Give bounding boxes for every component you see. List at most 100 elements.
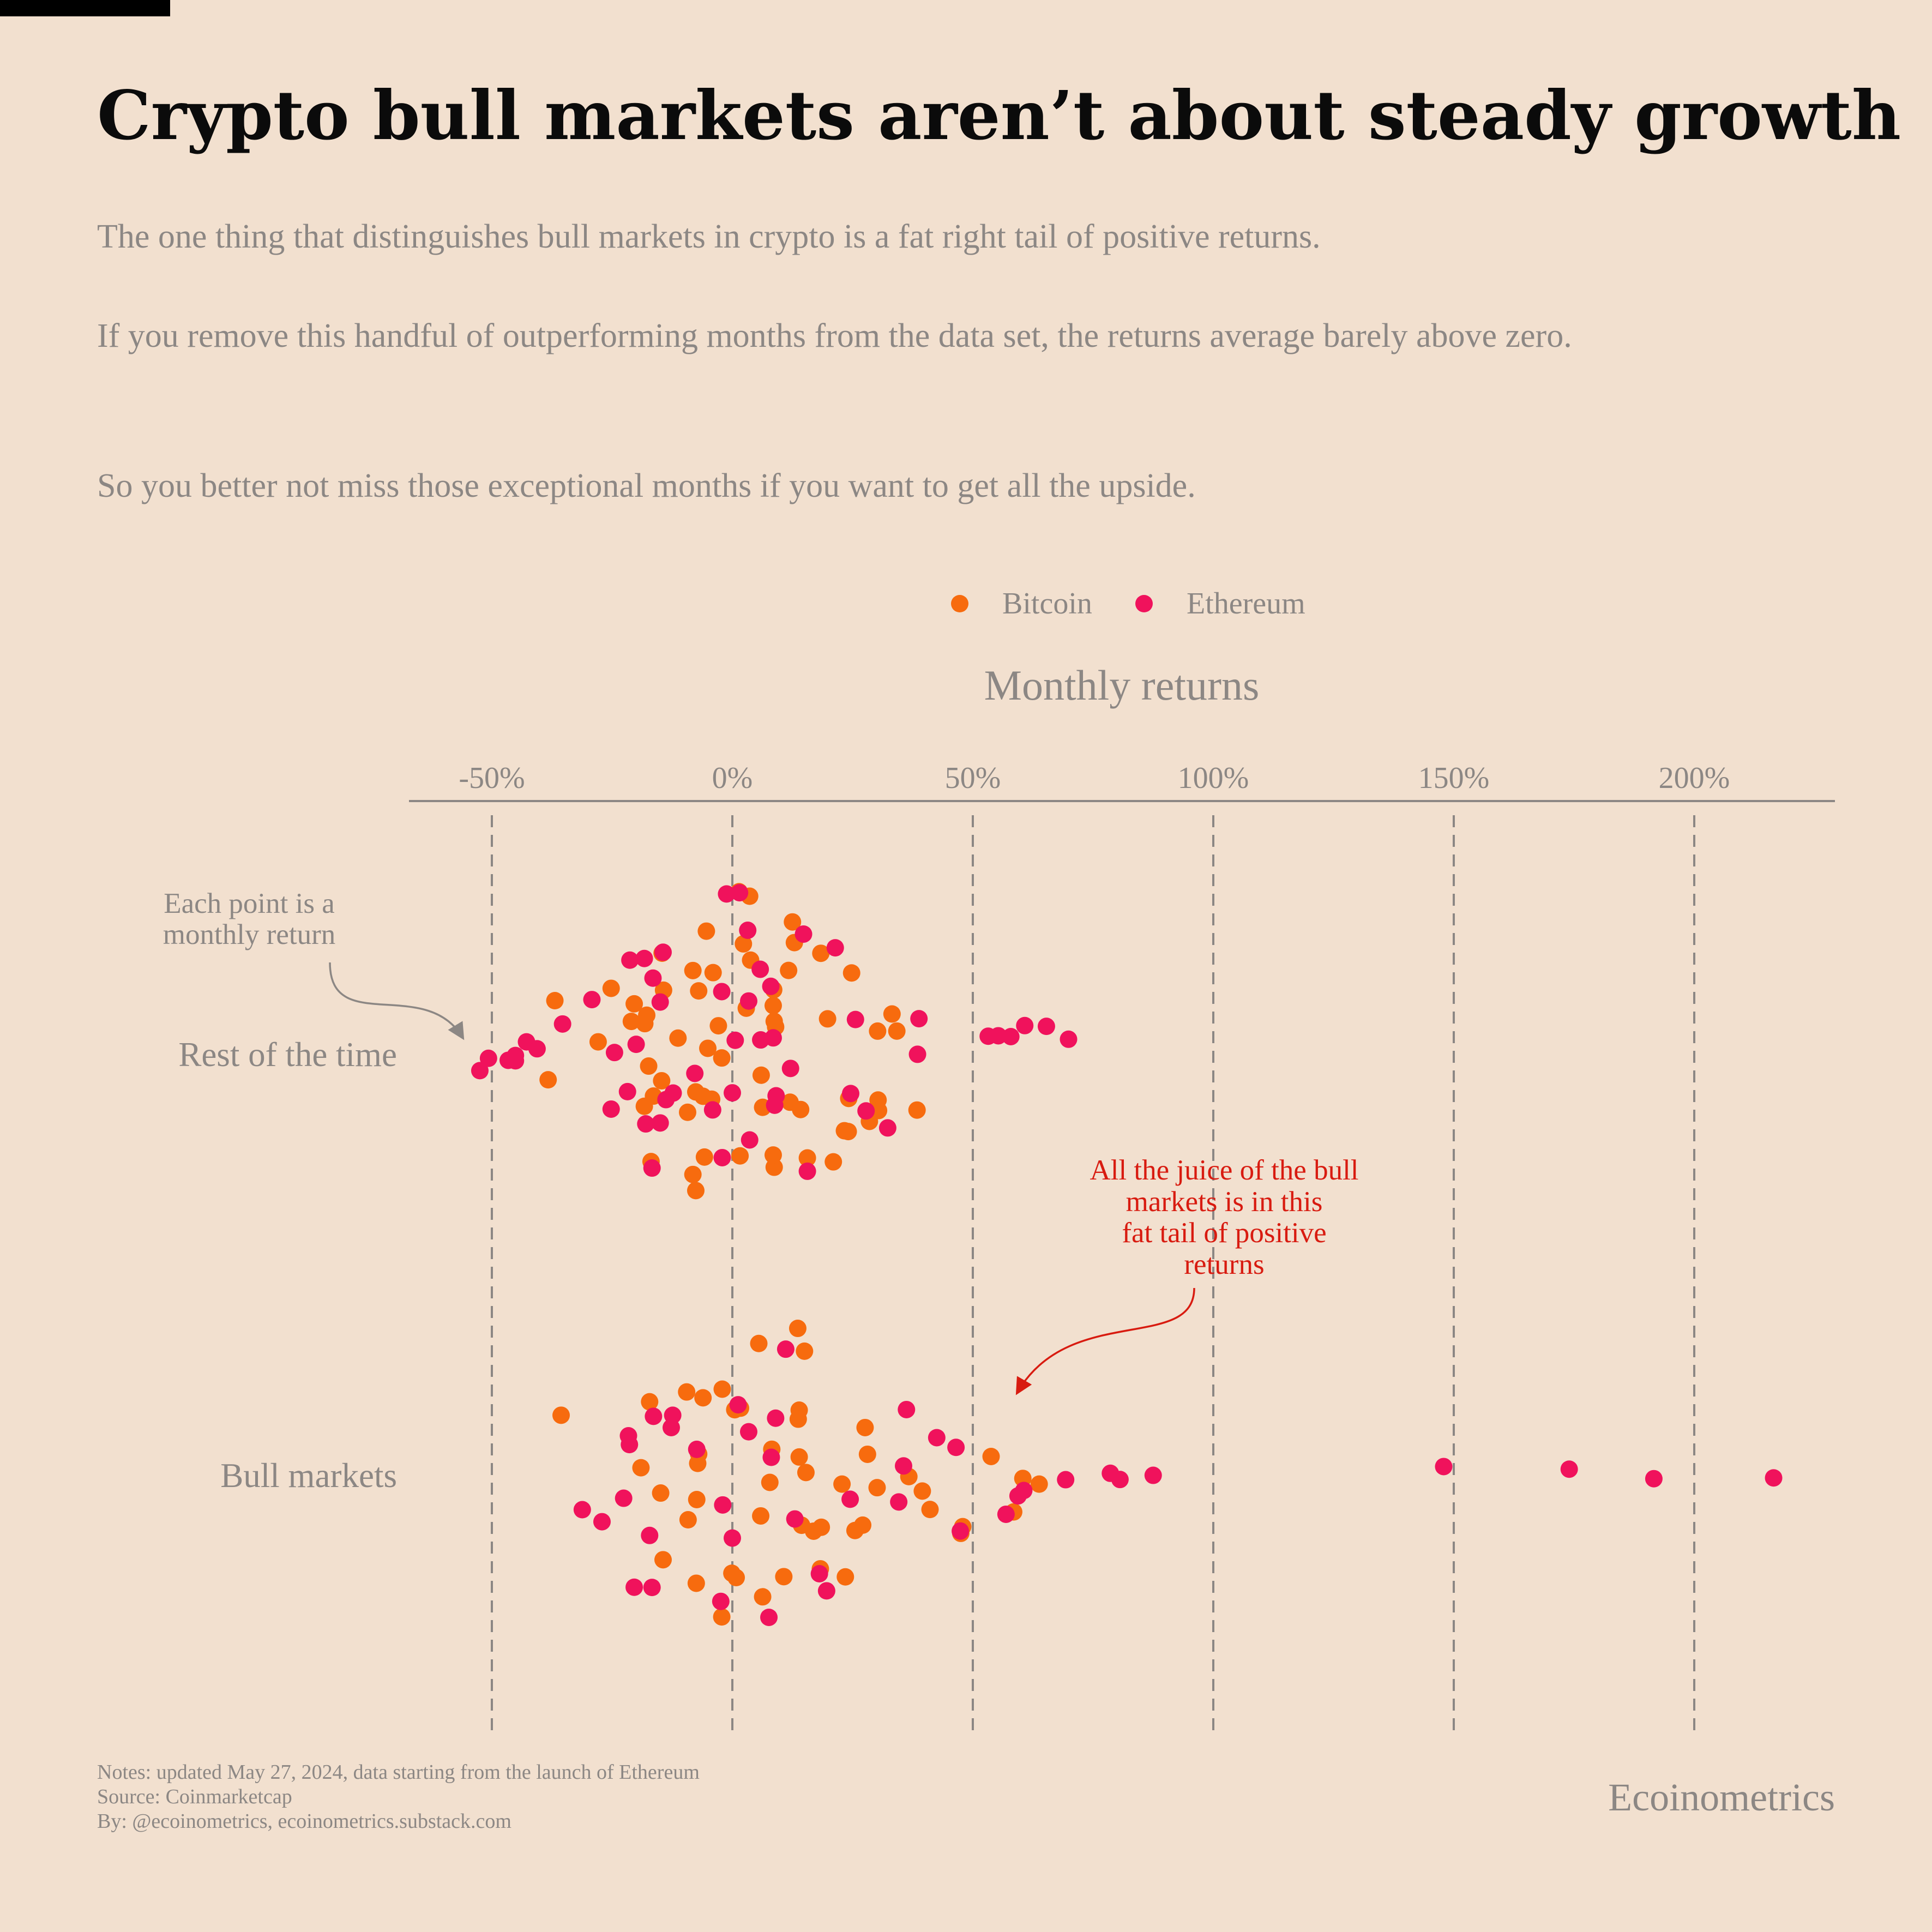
data-point-ethereum [841,1085,859,1103]
data-point-bitcoin [812,944,830,962]
data-point-ethereum [1645,1470,1663,1488]
data-point-ethereum [593,1513,611,1531]
data-point-ethereum [637,1115,655,1133]
data-point-bitcoin [869,1022,887,1040]
data-point-bitcoin [589,1033,607,1051]
data-point-ethereum [645,1407,663,1425]
data-point-ethereum [703,1101,721,1119]
data-point-bitcoin [764,997,782,1015]
data-point-bitcoin [699,1039,717,1057]
data-point-bitcoin [678,1383,696,1401]
data-point-bitcoin [552,1406,570,1424]
data-point-bitcoin [754,1588,772,1606]
data-point-bitcoin [632,1459,650,1477]
data-point-bitcoin [697,922,715,940]
data-point-bitcoin [654,1551,672,1569]
data-point-ethereum [1560,1460,1578,1478]
data-point-bitcoin [684,1165,702,1183]
data-point-ethereum [731,884,749,902]
data-point-bitcoin [761,1473,779,1491]
annotation-each-point: Each point is a monthly return [163,888,465,1040]
data-point-bitcoin [1030,1475,1048,1493]
data-point-bitcoin [805,1522,823,1540]
data-point-bitcoin [982,1447,1000,1465]
data-point-ethereum [826,939,844,957]
data-point-ethereum [762,1448,780,1466]
data-point-bitcoin [856,1418,874,1436]
data-point-bitcoin [546,992,564,1010]
data-point-ethereum [621,951,639,969]
data-point-ethereum [627,1036,645,1054]
data-point-bitcoin [921,1501,939,1519]
data-point-bitcoin [818,1010,836,1028]
data-point-ethereum [890,1493,908,1511]
data-point-ethereum [729,1396,747,1414]
x-tick-label: 50% [945,761,1001,795]
data-point-ethereum [1057,1471,1075,1489]
data-point-bitcoin [678,1103,696,1121]
data-point-ethereum [1037,1018,1055,1036]
x-tick-label: 100% [1178,761,1249,795]
data-point-bitcoin [913,1482,931,1500]
footer-source-line: Source: Coinmarketcap [97,1785,292,1808]
data-point-bitcoin [640,1057,658,1075]
data-point-bitcoin [868,1479,886,1497]
data-point-ethereum [724,1529,741,1547]
data-point-bitcoin [713,1380,731,1398]
data-point-ethereum [952,1522,970,1540]
data-point-ethereum [641,1526,659,1544]
data-point-ethereum [1016,1016,1034,1034]
data-point-bitcoin [625,995,643,1013]
footer-by-line: By: @ecoinometrics, ecoinometrics.substa… [97,1810,511,1833]
annotation-fat-tail-arrow [1015,1287,1195,1395]
data-point-ethereum [644,969,662,987]
data-point-bitcoin [688,1490,706,1508]
subtitle-paragraph-1: The one thing that distinguishes bull ma… [97,218,1321,255]
data-point-ethereum [810,1564,828,1582]
data-point-bitcoin [824,1153,842,1171]
data-point-ethereum [846,1010,864,1028]
data-point-ethereum [908,1045,926,1063]
data-point-ethereum [1435,1458,1453,1476]
legend-swatch-bitcoin [951,595,968,612]
data-point-ethereum [643,1159,661,1177]
data-point-ethereum [857,1102,875,1120]
data-point-ethereum [528,1040,546,1058]
data-point-bitcoin [765,1012,783,1030]
data-point-bitcoin [780,961,798,979]
data-point-bitcoin [797,1464,815,1482]
annotation-fat-tail-line-4: returns [1184,1249,1264,1280]
data-point-ethereum [573,1501,591,1519]
data-point-bitcoin [669,1029,687,1047]
data-point-bitcoin [888,1022,906,1040]
data-point-bitcoin [735,935,753,953]
data-point-ethereum [841,1490,859,1508]
data-point-ethereum [764,1029,782,1047]
data-point-ethereum [712,1592,730,1610]
x-tick-label: -50% [459,761,525,795]
data-point-bitcoin [842,964,860,982]
data-point-ethereum [688,1440,706,1458]
data-point-ethereum [1002,1027,1020,1045]
data-point-bitcoin [641,1393,659,1411]
data-point-ethereum [979,1027,997,1045]
data-point-bitcoin [789,1320,806,1338]
x-tick-label: 200% [1659,761,1730,795]
data-point-bitcoin [796,1342,814,1360]
data-point-ethereum [947,1439,965,1456]
data-point-ethereum [713,1148,731,1166]
data-point-ethereum [910,1010,928,1028]
data-point-bitcoin [798,1149,816,1167]
legend-label-bitcoin: Bitcoin [1002,587,1092,621]
data-point-ethereum [651,1114,669,1132]
data-point-ethereum [625,1578,643,1596]
data-point-ethereum [602,1100,620,1118]
data-point-ethereum [553,1015,571,1033]
data-point-ethereum [726,1031,744,1049]
data-point-ethereum [618,1082,636,1100]
data-point-bitcoin [752,1507,770,1525]
footer-notes: Notes: updated May 27, 2024, data starti… [97,1760,700,1834]
data-point-bitcoin [694,1389,712,1407]
data-point-ethereum [713,983,731,1001]
